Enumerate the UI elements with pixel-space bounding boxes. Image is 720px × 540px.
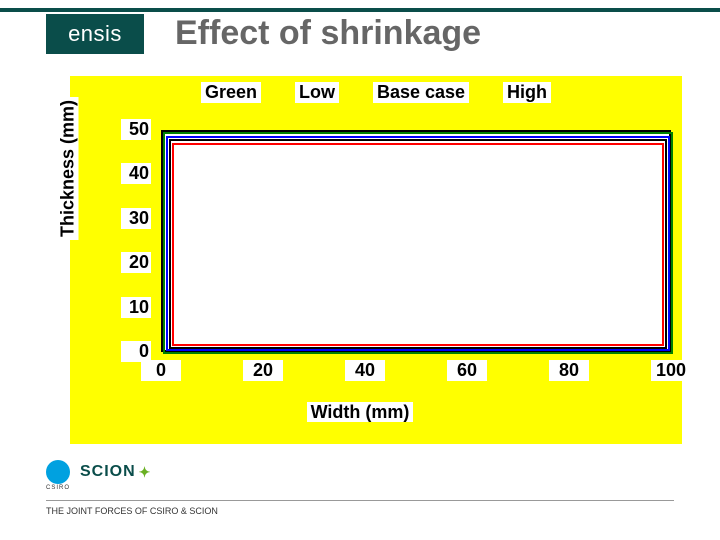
legend-label: Low bbox=[299, 82, 335, 103]
legend-item-base: Base case bbox=[373, 82, 469, 103]
x-tick-label: 80 bbox=[549, 360, 589, 381]
x-tick-label: 100 bbox=[651, 360, 691, 381]
y-tick-label: 0 bbox=[121, 341, 151, 362]
legend-item-green: Green bbox=[201, 82, 261, 103]
y-tick-label: 10 bbox=[121, 297, 151, 318]
legend-label: Base case bbox=[377, 82, 465, 103]
brand-logo: ensis bbox=[46, 14, 144, 54]
footer-tagline: THE JOINT FORCES OF CSIRO & SCION bbox=[46, 506, 218, 516]
legend-item-high: High bbox=[503, 82, 551, 103]
chart-y-axis-label: Thickness (mm) bbox=[58, 97, 79, 240]
scion-logo: SCION ✦ bbox=[80, 463, 151, 481]
y-tick-label: 50 bbox=[121, 119, 151, 140]
x-tick-label: 40 bbox=[345, 360, 385, 381]
footer-rule bbox=[46, 500, 674, 501]
series-rect-high bbox=[172, 143, 664, 346]
footer-logos: CSIRO SCION ✦ bbox=[46, 460, 151, 484]
csiro-logo: CSIRO bbox=[46, 460, 70, 484]
y-tick-label: 30 bbox=[121, 208, 151, 229]
x-tick-label: 0 bbox=[141, 360, 181, 381]
legend-label: High bbox=[507, 82, 547, 103]
y-tick-label: 40 bbox=[121, 163, 151, 184]
header-rule bbox=[0, 8, 720, 12]
legend-item-low: Low bbox=[295, 82, 339, 103]
x-tick-label: 60 bbox=[447, 360, 487, 381]
leaf-icon: ✦ bbox=[139, 464, 152, 481]
chart-plot-area bbox=[161, 130, 671, 352]
page-title: Effect of shrinkage bbox=[175, 14, 481, 53]
chart-legend: Green Low Base case High bbox=[70, 82, 682, 103]
y-tick-label: 20 bbox=[121, 252, 151, 273]
x-tick-label: 20 bbox=[243, 360, 283, 381]
legend-label: Green bbox=[205, 82, 257, 103]
chart-x-axis-label: Width (mm) bbox=[0, 402, 720, 423]
